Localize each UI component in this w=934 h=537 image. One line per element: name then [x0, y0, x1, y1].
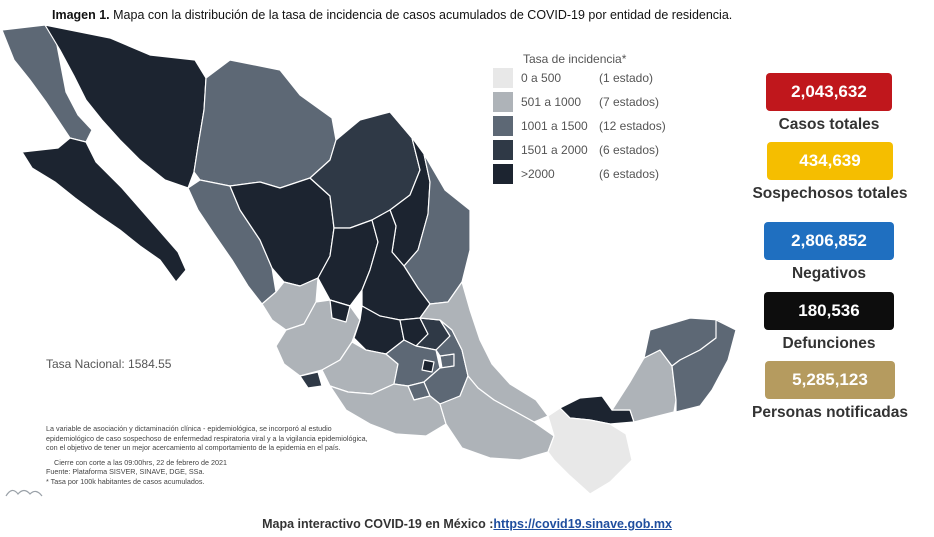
- watermark-logo-icon: [5, 489, 43, 497]
- stat-negativos: 2,806,852 Negativos: [752, 222, 906, 283]
- stat-label: Casos totales: [778, 116, 880, 133]
- note-line: Cierre con corte a las 09:00hrs, 22 de f…: [54, 457, 228, 467]
- legend-title: Tasa de incidencia*: [523, 52, 627, 66]
- state-chiapas[interactable]: [547, 407, 633, 495]
- legend-count: (6 estados): [599, 167, 660, 181]
- note-line: con el objetivo de tener un mejor acerca…: [46, 443, 341, 453]
- tasa-nacional: Tasa Nacional: 1584.55: [46, 357, 172, 371]
- state-aguascalientes[interactable]: [329, 299, 351, 323]
- footer: Mapa interactivo COVID-19 en México :htt…: [0, 517, 934, 531]
- stat-sospechosos-totales: 434,639 Sospechosos totales: [730, 142, 930, 203]
- legend-count: (12 estados): [599, 119, 666, 133]
- stat-casos-totales: 2,043,632 Casos totales: [752, 73, 906, 134]
- legend-item-4: >2000 (6 estados): [493, 164, 659, 184]
- note-line: La variable de asociación y dictaminació…: [46, 424, 332, 433]
- legend-swatch: [493, 68, 513, 88]
- caption-text: Mapa con la distribución de la tasa de i…: [109, 8, 733, 22]
- legend-item-3: 1501 a 2000 (6 estados): [493, 140, 659, 160]
- legend-swatch: [493, 92, 513, 112]
- stat-label: Sospechosos totales: [752, 185, 908, 202]
- legend-item-0: 0 a 500 (1 estado): [493, 68, 653, 88]
- legend-item-2: 1001 a 1500 (12 estados): [493, 116, 666, 136]
- state-quintana-roo[interactable]: [671, 319, 737, 413]
- legend-range: 501 a 1000: [521, 95, 582, 109]
- legend-count: (6 estados): [599, 143, 660, 157]
- stat-personas-notificadas: 5,285,123 Personas notificadas: [730, 361, 930, 422]
- legend-swatch: [493, 116, 513, 136]
- stat-value-box: 434,639: [767, 142, 893, 180]
- stat-defunciones: 180,536 Defunciones: [752, 292, 906, 353]
- state-chihuahua[interactable]: [193, 59, 337, 189]
- footer-text: Mapa interactivo COVID-19 en México :: [262, 517, 494, 531]
- legend-range: >2000: [521, 167, 555, 181]
- stat-label: Negativos: [791, 265, 867, 282]
- state-colima[interactable]: [299, 371, 323, 389]
- legend-range: 1001 a 1500: [521, 119, 588, 133]
- legend-swatch: [493, 140, 513, 160]
- caption-prefix: Imagen 1.: [52, 8, 110, 22]
- legend-count: (1 estado): [599, 71, 654, 85]
- stat-value-box: 2,806,852: [764, 222, 894, 260]
- stat-value-box: 2,043,632: [766, 73, 892, 111]
- state-baja-california-sur[interactable]: [21, 137, 187, 283]
- stat-value-box: 180,536: [764, 292, 894, 330]
- mexico-choropleth-map: [1, 24, 737, 495]
- figure-caption: Imagen 1. Mapa con la distribución de la…: [52, 8, 732, 22]
- note-line: epidemiológico de caso sospechoso de enf…: [46, 433, 368, 443]
- stat-value-box: 5,285,123: [765, 361, 895, 399]
- legend-item-1: 501 a 1000 (7 estados): [493, 92, 659, 112]
- legend-range: 1501 a 2000: [521, 143, 588, 157]
- state-nayarit[interactable]: [261, 277, 319, 331]
- state-guerrero[interactable]: [329, 383, 447, 437]
- state-cdmx[interactable]: [421, 359, 435, 373]
- note-line: Fuente: Plataforma SISVER, SINAVE, DGE, …: [46, 467, 205, 477]
- state-oaxaca[interactable]: [439, 375, 555, 461]
- legend-count: (7 estados): [599, 95, 660, 109]
- stat-label: Defunciones: [782, 335, 876, 352]
- stat-label: Personas notificadas: [752, 404, 908, 421]
- legend-range: 0 a 500: [521, 71, 562, 85]
- note-line: * Tasa por 100k habitantes de casos acum…: [46, 476, 205, 486]
- footnotes: La variable de asociación y dictaminació…: [46, 424, 426, 487]
- legend-swatch: [493, 164, 513, 184]
- footer-link[interactable]: https://covid19.sinave.gob.mx: [493, 517, 672, 531]
